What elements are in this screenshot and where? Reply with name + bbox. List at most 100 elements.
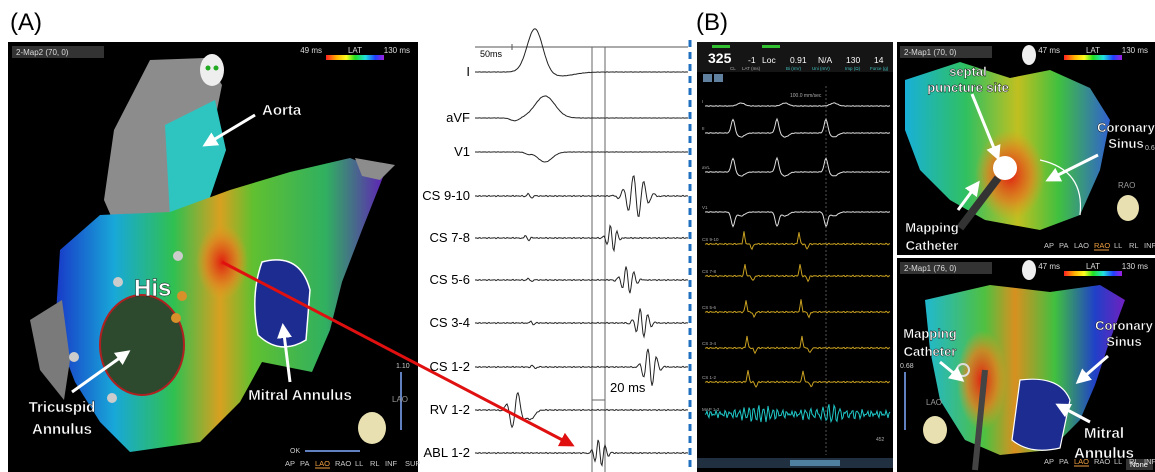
scrollbar-thumb[interactable] bbox=[790, 460, 840, 466]
lat-label: LAT bbox=[1086, 46, 1100, 55]
map-header: 2-Map1 (76, 0) bbox=[904, 264, 957, 273]
view-button[interactable]: LL bbox=[355, 459, 363, 468]
tag bbox=[171, 313, 181, 323]
view-button[interactable]: INF bbox=[1144, 457, 1155, 466]
annotation: Mapping bbox=[905, 220, 958, 235]
tricuspid-annulus bbox=[99, 294, 185, 396]
waveform bbox=[705, 117, 891, 138]
recording-button[interactable] bbox=[714, 74, 723, 82]
beat-count: 452 bbox=[876, 437, 885, 443]
zoom-value: 1.10 bbox=[396, 363, 410, 370]
channel-label: ABL 1-2 bbox=[424, 445, 471, 460]
view-button[interactable]: RAO bbox=[1094, 457, 1110, 466]
view-button[interactable]: RAO bbox=[335, 459, 351, 468]
channel-label: CS 5-6 bbox=[430, 272, 470, 287]
stat-label: Force (g) bbox=[870, 66, 889, 71]
map-header-box bbox=[900, 46, 992, 58]
annotation: Annulus bbox=[1074, 445, 1134, 462]
waveform bbox=[474, 175, 689, 218]
lat-max: 130 ms bbox=[1122, 46, 1148, 55]
view-name: RAO bbox=[1118, 181, 1135, 190]
view-button[interactable]: SUP bbox=[405, 459, 420, 468]
view-button[interactable]: AP bbox=[285, 459, 295, 468]
annotation: Aorta bbox=[262, 102, 302, 119]
channel-label: CS 9-10 bbox=[702, 237, 719, 242]
zoom-value: 0.68 bbox=[900, 363, 914, 370]
lat-colorbar bbox=[326, 55, 384, 60]
annotation-arrow bbox=[71, 350, 131, 394]
heart-icon bbox=[923, 416, 947, 444]
channel-label: V1 bbox=[454, 144, 470, 159]
annotation: Tricuspid bbox=[29, 399, 96, 416]
channel-label: CS 3-4 bbox=[430, 315, 470, 330]
recording-button[interactable] bbox=[703, 74, 712, 82]
view-button[interactable]: AP bbox=[1044, 241, 1054, 250]
view-button[interactable]: LAO bbox=[1074, 457, 1089, 466]
stat-label: Bi (mV) bbox=[786, 66, 802, 71]
annotation-arrow bbox=[956, 180, 980, 211]
stat-value: Loc bbox=[762, 55, 776, 65]
channel-label: CS 9-10 bbox=[422, 188, 470, 203]
waveform bbox=[475, 151, 688, 163]
lat-min: 47 ms bbox=[1038, 46, 1060, 55]
stat-label: Uni (mV) bbox=[812, 66, 830, 71]
lat-max: 130 ms bbox=[384, 46, 410, 55]
heart-icon bbox=[1117, 195, 1139, 221]
waveform bbox=[474, 266, 689, 294]
waveform bbox=[474, 348, 689, 386]
view-button[interactable]: PA bbox=[300, 459, 309, 468]
view-button[interactable]: LL bbox=[1114, 457, 1122, 466]
annotation: Catheter bbox=[904, 344, 957, 359]
none-label[interactable]: None bbox=[1130, 460, 1148, 469]
mitral-outline bbox=[1011, 378, 1071, 451]
mitral-annulus bbox=[254, 259, 311, 348]
view-button[interactable]: PA bbox=[1059, 457, 1068, 466]
waveform bbox=[475, 95, 688, 122]
stat-value: 325 bbox=[708, 50, 732, 66]
panel-label: (B) bbox=[696, 9, 728, 36]
waveform bbox=[474, 224, 689, 253]
view-button[interactable]: RL bbox=[370, 459, 380, 468]
view-button[interactable]: INF bbox=[1144, 241, 1155, 250]
stat-label: Imp (Ω) bbox=[845, 66, 861, 71]
map-header-box bbox=[12, 46, 104, 58]
view-button[interactable]: LAO bbox=[315, 459, 330, 468]
view-button[interactable]: AP bbox=[1044, 457, 1054, 466]
view-button[interactable]: PA bbox=[1059, 241, 1068, 250]
channel-label: aVL bbox=[702, 165, 711, 170]
annotation: Coronary bbox=[1095, 318, 1154, 333]
annotation: puncture site bbox=[927, 80, 1009, 95]
tag bbox=[177, 291, 187, 301]
lat-max: 130 ms bbox=[1122, 262, 1148, 271]
view-name: LAO bbox=[926, 398, 942, 407]
channel-label: CS 5-6 bbox=[702, 305, 717, 310]
view-button[interactable]: LL bbox=[1114, 241, 1122, 250]
catheter bbox=[956, 175, 1002, 231]
egm-traces bbox=[474, 28, 689, 468]
map-a-gray bbox=[30, 300, 70, 400]
map-header-box bbox=[900, 262, 992, 274]
view-button[interactable]: RAO bbox=[1094, 241, 1110, 250]
channel-label: CS 3-4 bbox=[702, 341, 717, 346]
annotation-arrow bbox=[277, 323, 292, 383]
none-button[interactable] bbox=[1126, 459, 1153, 470]
view-button[interactable]: RL bbox=[1129, 241, 1139, 250]
annotation: Catheter bbox=[906, 238, 959, 253]
recording-background bbox=[697, 42, 893, 472]
view-button[interactable]: INF bbox=[385, 459, 398, 468]
view-button[interactable]: RL bbox=[1129, 457, 1139, 466]
ok-button[interactable]: OK bbox=[290, 448, 300, 455]
waveform bbox=[704, 335, 891, 355]
waveform bbox=[704, 370, 891, 388]
waveform bbox=[704, 264, 891, 283]
waveform bbox=[705, 102, 891, 107]
annotation: Coronary bbox=[1097, 120, 1155, 135]
channel-label: MAP 1-2 bbox=[702, 407, 720, 412]
tag bbox=[113, 277, 123, 287]
map-a-gray bbox=[355, 158, 395, 180]
channel-label: I bbox=[702, 99, 703, 104]
tag bbox=[69, 352, 79, 362]
view-button[interactable]: LAO bbox=[1074, 241, 1089, 250]
waveform bbox=[705, 156, 891, 177]
orientation-head bbox=[200, 54, 224, 86]
